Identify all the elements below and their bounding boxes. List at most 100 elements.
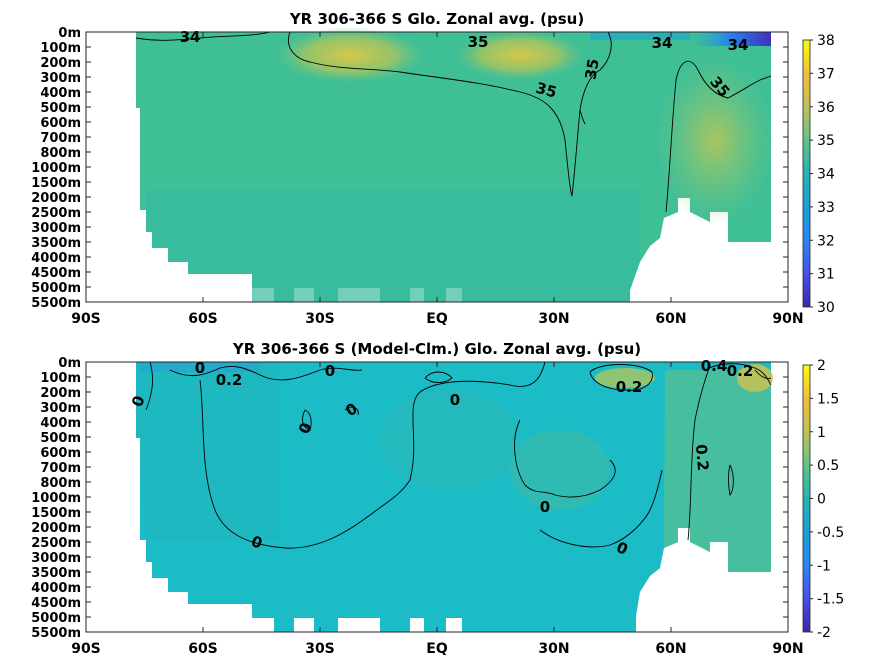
x-ticks-top: 90S 60S 30S EQ 30N 60N 90N [71, 32, 804, 327]
x-tick-label: 30S [305, 311, 335, 327]
y-tick-label: 1500m [31, 176, 81, 191]
x-tick-label: EQ [426, 311, 448, 327]
y-tick-label: 400m [40, 416, 81, 431]
x-tick-label: 30N [538, 311, 569, 327]
colorbar-tick-label: 1.5 [817, 391, 839, 407]
x-tick-label: EQ [426, 641, 448, 656]
anomaly-title: YR 306-366 S (Model-Clm.) Glo. Zonal avg… [232, 340, 641, 358]
contour-label: 34 [652, 34, 673, 52]
north-tone [510, 430, 610, 510]
contour-label: 0 [195, 359, 205, 377]
contour-label: 34 [180, 28, 201, 46]
colorbar-tick-label: 38 [817, 33, 835, 49]
x-tick-label: 60S [188, 641, 218, 656]
contour-label: 0.2 [216, 371, 243, 389]
x-tick-label: 90S [71, 641, 101, 656]
y-tick-label: 2000m [31, 191, 81, 206]
colorbar-tick-label: 0.5 [817, 458, 839, 474]
y-tick-label: 600m [40, 116, 81, 131]
y-tick-label: 4000m [31, 581, 81, 596]
y-tick-label: 200m [40, 56, 81, 71]
y-tick-label: 600m [40, 446, 81, 461]
y-tick-label: 4500m [31, 266, 81, 281]
salinity-anomaly-panel: YR 306-366 S (Model-Clm.) Glo. Zonal avg… [31, 340, 844, 656]
contour-label: 34 [728, 36, 749, 54]
salinity-panel: YR 306-366 S Glo. Zonal avg. (psu) 34 35… [31, 10, 835, 327]
y-tick-label: 0m [58, 26, 81, 41]
colorbar-tick-label: 31 [817, 267, 835, 283]
colorbar-tick-label: 34 [817, 167, 835, 183]
colorbar-tick-label: -1.5 [817, 592, 844, 608]
x-tick-label: 60N [655, 311, 686, 327]
y-tick-label: 700m [40, 131, 81, 146]
colorbar-bottom [802, 364, 811, 633]
colorbar-tick-label: 32 [817, 233, 835, 249]
y-ticks-bottom: 0m100m200m300m400m500m600m700m800m1000m1… [31, 356, 788, 641]
y-tick-label: 700m [40, 461, 81, 476]
colorbar-top [802, 39, 811, 308]
contour-label: 0.4 [701, 357, 728, 375]
colorbar-tick-label: 0 [817, 492, 826, 508]
arctic-positive [737, 364, 773, 392]
y-tick-label: 5500m [31, 296, 81, 311]
contours-top [135, 31, 772, 213]
contour-label: 35 [468, 33, 489, 51]
colorbar-tick-label: 35 [817, 133, 835, 149]
y-tick-label: 200m [40, 386, 81, 401]
y-tick-label: 800m [40, 146, 81, 161]
colorbar-tick-label: 37 [817, 66, 835, 82]
surface-fresh [590, 32, 690, 40]
atlantic-salty-north [655, 55, 775, 225]
y-tick-label: 0m [58, 356, 81, 371]
x-tick-label: 90S [71, 311, 101, 327]
y-tick-label: 2500m [31, 206, 81, 221]
colorbar-tick-label: -2 [817, 625, 831, 641]
y-tick-label: 800m [40, 476, 81, 491]
anomaly-field [136, 362, 771, 632]
x-tick-label: 60N [655, 641, 686, 656]
positive-core [595, 368, 655, 388]
x-tick-label: 90N [772, 641, 803, 656]
subtropical-max-south [275, 27, 425, 83]
colorbar-tick-label: 2 [817, 358, 826, 374]
colorbar-tick-label: 30 [817, 300, 835, 316]
y-tick-label: 1500m [31, 506, 81, 521]
y-tick-label: 5000m [31, 611, 81, 626]
y-tick-label: 1000m [31, 161, 81, 176]
atlantic-positive [664, 370, 771, 572]
y-tick-label: 3500m [31, 566, 81, 581]
contour-label: 0 [325, 362, 335, 380]
y-ticks-top: 0m100m200m300m400m500m600m700m800m1000m1… [31, 26, 788, 311]
contour-label: 0 [450, 391, 460, 409]
colorbar-tick-label: 36 [817, 100, 835, 116]
colorbar-ticks-top: 30 31 32 33 34 35 36 37 38 [810, 33, 835, 316]
y-tick-label: 500m [40, 431, 81, 446]
y-tick-label: 2000m [31, 521, 81, 536]
tropical-tone [380, 390, 520, 490]
x-tick-label: 30S [305, 641, 335, 656]
y-tick-label: 5000m [31, 281, 81, 296]
y-tick-label: 500m [40, 101, 81, 116]
y-tick-label: 3000m [31, 221, 81, 236]
colorbar-ticks-bottom: -2 -1.5 -1 -0.5 0 0.5 1 1.5 2 [810, 358, 844, 641]
contour-label: 35 [534, 79, 559, 102]
x-tick-label: 60S [188, 311, 218, 327]
arctic-fresh-layer [690, 32, 771, 46]
colorbar-tick-label: 1 [817, 425, 826, 441]
contour-label: 0.2 [616, 378, 643, 396]
y-tick-label: 4000m [31, 251, 81, 266]
y-tick-label: 400m [40, 86, 81, 101]
salinity-title: YR 306-366 S Glo. Zonal avg. (psu) [289, 10, 584, 28]
x-ticks-bottom: 90S 60S 30S EQ 30N 60N 90N [71, 362, 804, 656]
deep-water-tone [146, 190, 640, 302]
x-tick-label: 90N [772, 311, 803, 327]
subtropical-max-north [455, 30, 585, 80]
y-tick-label: 1000m [31, 491, 81, 506]
y-tick-label: 4500m [31, 596, 81, 611]
colorbar-tick-label: -0.5 [817, 525, 844, 541]
contour-label: 0 [540, 498, 550, 516]
y-tick-label: 300m [40, 401, 81, 416]
contours-bottom [145, 361, 772, 549]
contour-label: 0.2 [692, 444, 712, 472]
